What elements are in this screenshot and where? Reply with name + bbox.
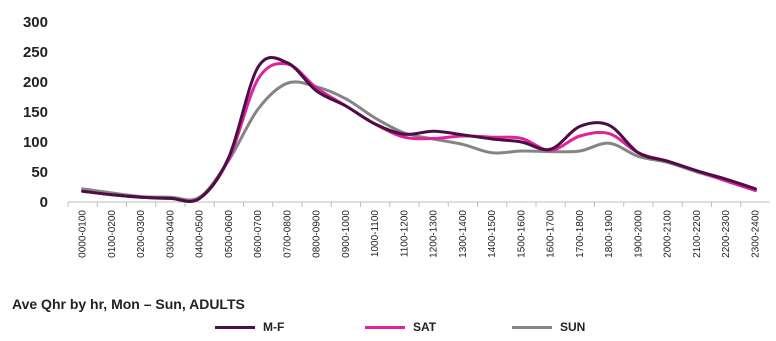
y-axis-ticks: 0 50 100 150 200 250 300 xyxy=(23,14,48,211)
legend-label-mf: M-F xyxy=(263,320,285,334)
x-tick-label: 0200-0300 xyxy=(136,210,147,258)
y-tick-label: 0 xyxy=(40,194,48,211)
x-tick-label: 0800-0900 xyxy=(312,210,323,258)
x-tick-label: 1300-1400 xyxy=(458,210,469,258)
series-line-m-f xyxy=(81,56,757,203)
series-line-sun xyxy=(81,80,757,202)
x-tick-label: 1800-1900 xyxy=(604,210,615,258)
x-tick-label: 1500-1600 xyxy=(516,210,527,258)
y-tick-label: 250 xyxy=(23,44,48,61)
x-tick-label: 1600-1700 xyxy=(546,210,557,258)
x-tick-label: 1200-1300 xyxy=(429,210,440,258)
y-tick-label: 200 xyxy=(23,74,48,91)
x-tick-label: 0000-0100 xyxy=(78,210,89,258)
legend-item-sun: SUN xyxy=(512,317,585,337)
x-tick-label: 1100-1200 xyxy=(399,210,410,258)
x-tick-label: 2100-2200 xyxy=(692,210,703,258)
chart-legend: M-F SAT SUN xyxy=(0,317,776,337)
x-tick-label: 0900-1000 xyxy=(341,210,352,258)
legend-item-sat: SAT xyxy=(365,317,436,337)
series-lines xyxy=(81,56,757,203)
x-tick-label: 0600-0700 xyxy=(253,210,264,258)
chart-subtitle: Ave Qhr by hr, Mon – Sun, ADULTS xyxy=(12,296,245,312)
x-tick-label: 0500-0600 xyxy=(224,210,235,258)
y-tick-label: 300 xyxy=(23,14,48,31)
x-tick-label: 2200-2300 xyxy=(721,210,732,258)
x-axis-ticks: 0000-0100 0100-0200 0200-0300 0300-0400 0400… xyxy=(67,202,761,258)
y-tick-label: 50 xyxy=(31,164,48,181)
x-tick-label: 1900-2000 xyxy=(633,210,644,258)
legend-swatch-mf xyxy=(215,325,255,329)
x-tick-label: 1400-1500 xyxy=(487,210,498,258)
legend-label-sat: SAT xyxy=(413,320,437,334)
x-tick-label: 2000-2100 xyxy=(663,210,674,258)
y-tick-label: 100 xyxy=(23,134,48,151)
legend-swatch-sat xyxy=(365,325,405,329)
x-tick-label: 2300-2400 xyxy=(750,210,761,258)
x-tick-label: 0700-0800 xyxy=(282,210,293,258)
legend-swatch-sun xyxy=(512,325,552,329)
x-tick-label: 0100-0200 xyxy=(107,210,118,258)
x-tick-label: 0400-0500 xyxy=(195,210,206,258)
x-tick-label: 1700-1800 xyxy=(575,210,586,258)
legend-item-mf: M-F xyxy=(215,317,284,337)
y-tick-label: 150 xyxy=(23,104,48,121)
x-tick-label: 0300-0400 xyxy=(165,210,176,258)
legend-label-sun: SUN xyxy=(560,320,586,334)
chart: 0 50 100 150 200 250 300 0000-0100 0100-0200 020… xyxy=(23,14,770,258)
x-tick-label: 1000-1100 xyxy=(370,210,381,258)
